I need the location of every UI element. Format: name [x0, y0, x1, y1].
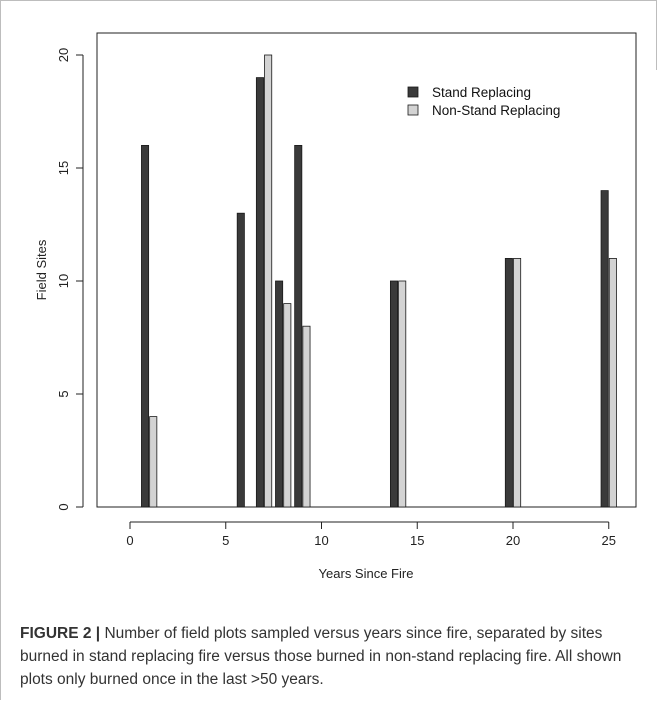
bar-chart: 0 5 10 15 20 25 0 5 10 15 20 Years Since Fire Fie… [34, 32, 637, 581]
x-tick-label: 25 [602, 533, 616, 548]
caption-text: Number of field plots sampled versus yea… [20, 625, 622, 688]
x-tick-label: 20 [506, 533, 520, 548]
x-axis-label: Years Since Fire [319, 566, 414, 581]
y-tick-label: 10 [56, 274, 71, 288]
bars-group [141, 54, 617, 508]
y-axis: 0 5 10 15 20 [56, 48, 84, 511]
legend-swatch [407, 104, 419, 116]
bar-non-stand-replacing [398, 280, 407, 508]
bar-stand-replacing [294, 144, 303, 508]
bar-stand-replacing [141, 144, 150, 508]
figure-caption: FIGURE 2 | Number of field plots sampled… [20, 622, 650, 691]
x-tick-label: 10 [314, 533, 328, 548]
bar-stand-replacing [255, 77, 264, 508]
bar-stand-replacing [600, 190, 609, 508]
bar-non-stand-replacing [513, 257, 522, 508]
x-tick-label: 15 [410, 533, 424, 548]
figure-frame-left [0, 0, 1, 700]
legend-label: Non-Stand Replacing [432, 103, 560, 118]
bar-stand-replacing [236, 212, 245, 508]
y-tick-label: 0 [56, 503, 71, 510]
legend-swatch [407, 86, 419, 98]
plot-area-border [96, 32, 637, 508]
caption-label: FIGURE 2 | [20, 625, 101, 642]
bar-non-stand-replacing [302, 325, 311, 508]
bar-stand-replacing [275, 280, 284, 508]
bar-stand-replacing [504, 257, 513, 508]
bar-non-stand-replacing [608, 257, 617, 508]
x-tick-label: 5 [222, 533, 229, 548]
x-axis: 0 5 10 15 20 25 [126, 521, 616, 548]
bar-stand-replacing [389, 280, 398, 508]
bar-non-stand-replacing [283, 303, 292, 508]
bar-non-stand-replacing [264, 54, 273, 508]
x-tick-label: 0 [126, 533, 133, 548]
legend-label: Stand Replacing [432, 85, 531, 100]
y-tick-label: 5 [56, 390, 71, 397]
y-axis-label: Field Sites [34, 239, 49, 300]
y-tick-label: 20 [56, 48, 71, 62]
y-tick-label: 15 [56, 161, 71, 175]
figure-frame-top [0, 0, 656, 1]
bar-non-stand-replacing [149, 416, 158, 508]
legend: Stand Replacing Non-Stand Replacing [407, 85, 560, 118]
